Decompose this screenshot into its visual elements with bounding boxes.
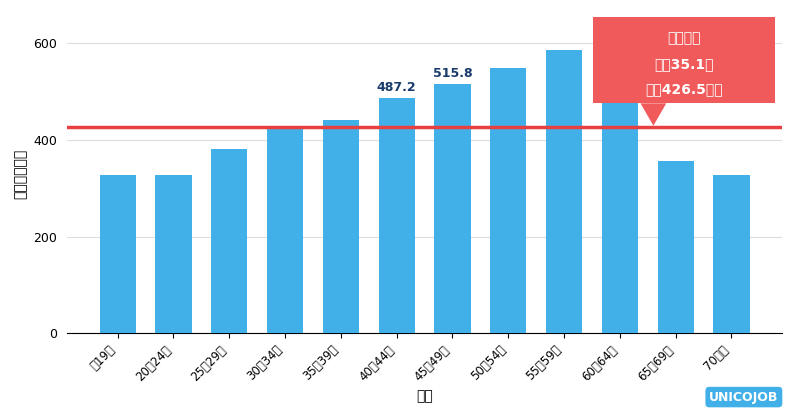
Bar xyxy=(657,161,694,333)
Text: 全体平均: 全体平均 xyxy=(667,31,700,46)
Bar xyxy=(267,127,303,333)
Bar xyxy=(713,175,750,333)
X-axis label: 年齢: 年齢 xyxy=(416,389,433,403)
Bar xyxy=(211,149,248,333)
Bar xyxy=(490,68,526,333)
Bar xyxy=(379,97,415,333)
Bar xyxy=(155,175,192,333)
Bar xyxy=(322,120,359,333)
Bar xyxy=(435,84,470,333)
Bar xyxy=(602,99,638,333)
Text: 487.2: 487.2 xyxy=(377,81,416,94)
Text: 515.8: 515.8 xyxy=(433,67,472,80)
Bar xyxy=(100,175,136,333)
Y-axis label: 年収（万円）: 年収（万円） xyxy=(14,148,28,199)
Text: UNICOJOB: UNICOJOB xyxy=(709,390,778,403)
Text: 年収426.5万円: 年収426.5万円 xyxy=(645,83,723,97)
Polygon shape xyxy=(641,103,666,126)
FancyBboxPatch shape xyxy=(592,17,775,103)
Bar xyxy=(546,50,582,333)
Text: 年齢35.1歳: 年齢35.1歳 xyxy=(654,57,713,71)
